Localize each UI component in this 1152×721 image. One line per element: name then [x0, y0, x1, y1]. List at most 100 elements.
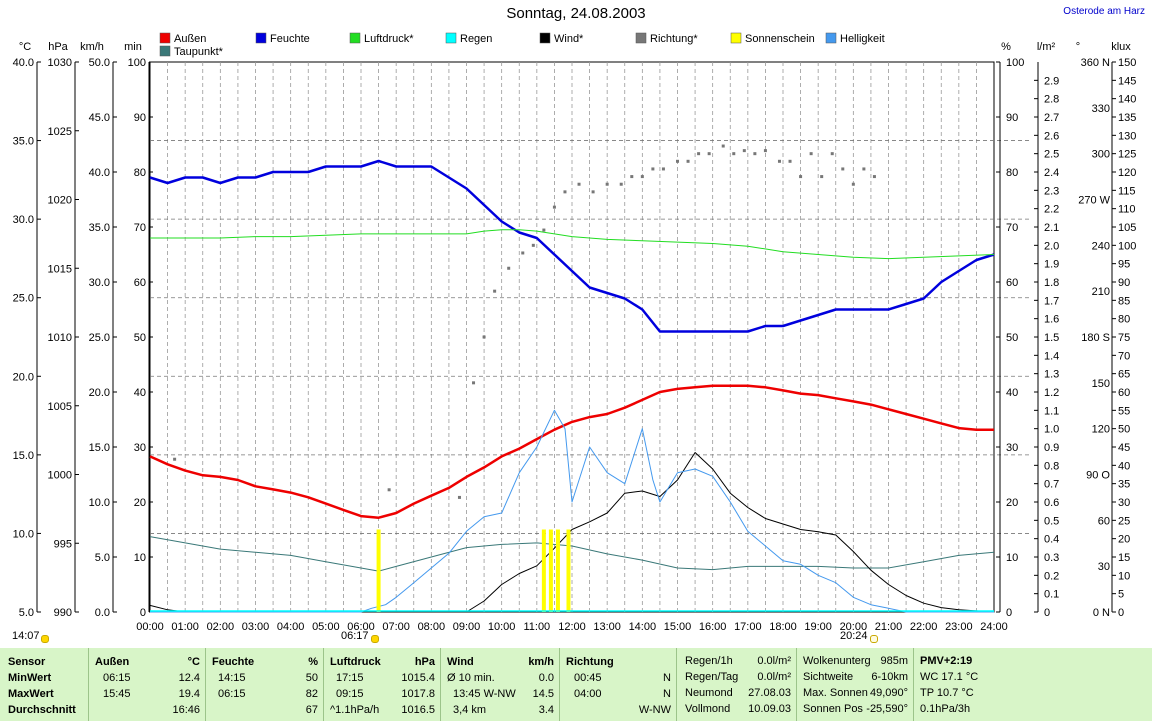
wind-mean-value: 3.4: [538, 704, 554, 716]
rain-tick-label: 0.2: [1044, 570, 1059, 582]
neumond-label: Neumond: [685, 687, 733, 699]
klux-tick-label: 10: [1118, 570, 1130, 582]
series-line-helligkeit: [150, 409, 994, 613]
regen-tag-value: 0.0l/m²: [757, 671, 791, 683]
hpa-tick-label: 1000: [48, 470, 72, 482]
x-tick-label: 17:00: [734, 621, 762, 633]
richtung-min-time: 00:45: [574, 672, 602, 684]
vollmond-label: Vollmond: [685, 703, 731, 715]
klux-tick-label: 50: [1118, 424, 1130, 436]
x-tick-label: 00:00: [136, 621, 164, 633]
klux-tick-label: 120: [1118, 167, 1136, 179]
rain-tick-label: 1.9: [1044, 259, 1059, 271]
klux-tick-label: 60: [1118, 387, 1130, 399]
klux-tick-label: 20: [1118, 534, 1130, 546]
rain-tick-label: 0.6: [1044, 497, 1059, 509]
rain-tick-label: 0.4: [1044, 534, 1059, 546]
rain-tick-label: 1.1: [1044, 405, 1059, 417]
min-tick-label: 90: [134, 112, 146, 124]
dir-tick-label: 240: [1092, 240, 1110, 252]
pct-tick-label: 70: [1006, 222, 1018, 234]
wind-max-value: 14.5: [532, 688, 554, 700]
klux-tick-label: 80: [1118, 314, 1130, 326]
kmh-tick-label: 35.0: [89, 222, 110, 234]
x-tick-label: 09:00: [453, 621, 481, 633]
direction-point: [820, 175, 824, 179]
kmh-tick-label: 45.0: [89, 112, 110, 124]
temp-tick-label: 40.0: [13, 57, 34, 69]
min-tick-label: 80: [134, 167, 146, 179]
x-tick-label: 20:00: [840, 621, 868, 633]
richtung-min-value: N: [663, 672, 671, 684]
regen-column: Regen/1h 0.0l/m² Regen/Tag 0.0l/m² Neumo…: [676, 648, 797, 721]
regen-tag-label: Regen/Tag: [685, 671, 739, 683]
legend-label: Außen: [174, 33, 206, 45]
kmh-tick-label: 20.0: [89, 387, 110, 399]
legend-label: Regen: [460, 33, 492, 45]
x-tick-label: 05:00: [312, 621, 340, 633]
x-tick-label: 07:00: [382, 621, 410, 633]
kmh-tick-label: 40.0: [89, 167, 110, 179]
x-tick-label: 12:00: [558, 621, 586, 633]
vollmond-value: 10.09.03: [748, 703, 791, 715]
kmh-tick-label: 15.0: [89, 442, 110, 454]
min-tick-label: 50: [134, 332, 146, 344]
sunshine-bar: [548, 529, 553, 612]
x-tick-label: 04:00: [277, 621, 305, 633]
temp-tick-label: 5.0: [19, 607, 34, 619]
dir-tick-label: 180 S: [1081, 332, 1110, 344]
rain-axis-unit: l/m²: [1037, 41, 1056, 53]
dir-tick-label: 0 N: [1093, 607, 1110, 619]
sun-times-row: 14:07 06:17 20:24: [0, 630, 1152, 646]
legend-swatch: [255, 32, 267, 44]
x-tick-label: 23:00: [945, 621, 973, 633]
direction-point: [651, 167, 655, 171]
wind-avg-label: Ø 10 min.: [447, 672, 495, 684]
rain-tick-label: 2.4: [1044, 167, 1059, 179]
legend-swatch: [349, 32, 361, 44]
x-tick-label: 16:00: [699, 621, 727, 633]
direction-point: [482, 335, 486, 339]
dir-tick-label: 300: [1092, 149, 1110, 161]
left-time-label: 14:07: [12, 630, 40, 642]
min-tick-label: 40: [134, 387, 146, 399]
chart-title: Sonntag, 24.08.2003: [506, 5, 646, 22]
legend-label: Luftdruck*: [364, 33, 414, 45]
x-tick-label: 15:00: [664, 621, 692, 633]
sunshine-bar: [555, 529, 560, 612]
temp-tick-label: 10.0: [13, 528, 34, 540]
klux-tick-label: 75: [1118, 332, 1130, 344]
klux-tick-label: 35: [1118, 479, 1130, 491]
wind-column: Wind km/h Ø 10 min. 0.0 13:45 W-NW 14.5 …: [440, 648, 560, 721]
sunset-label: 20:24: [840, 630, 868, 642]
regen-1h-value: 0.0l/m²: [757, 655, 791, 667]
direction-point: [521, 251, 525, 255]
klux-tick-label: 65: [1118, 369, 1130, 381]
direction-point: [753, 152, 757, 156]
dir-tick-label: 60: [1098, 515, 1110, 527]
wolken-column: Wolkenunterg 985m Sichtweite 6-10km Max.…: [796, 648, 914, 721]
klux-tick-label: 70: [1118, 350, 1130, 362]
hpa-tick-label: 1020: [48, 195, 72, 207]
wind-max-time: 13:45 W-NW: [453, 688, 516, 700]
kmh-tick-label: 0.0: [95, 607, 110, 619]
rain-tick-label: 2.0: [1044, 240, 1059, 252]
sichtweite-value: 6-10km: [871, 671, 908, 683]
series-line-taupunkt: [149, 536, 995, 572]
feuchte-avg-value: 67: [305, 704, 318, 716]
legend-label: Taupunkt*: [174, 46, 224, 58]
luftdruck-header: Luftdruck: [330, 656, 381, 668]
x-tick-label: 21:00: [875, 621, 903, 633]
sunshine-bar: [376, 529, 381, 612]
rain-tick-label: 1.7: [1044, 295, 1059, 307]
feuchte-unit: %: [308, 656, 318, 668]
temp-axis-unit: °C: [19, 41, 31, 53]
luftdruck-max-time: 09:15: [336, 688, 364, 700]
dir-tick-label: 210: [1092, 286, 1110, 298]
direction-point: [851, 182, 855, 186]
pmv-column: PMV+2:19 WC 17.1 °C TP 10.7 °C 0.1hPa/3h: [913, 648, 1152, 721]
kmh-tick-label: 5.0: [95, 552, 110, 564]
station-link[interactable]: Osterode am Harz: [1063, 6, 1145, 17]
legend-label: Feuchte: [270, 33, 310, 45]
sonnen-pos-value: -25,590°: [866, 703, 908, 715]
